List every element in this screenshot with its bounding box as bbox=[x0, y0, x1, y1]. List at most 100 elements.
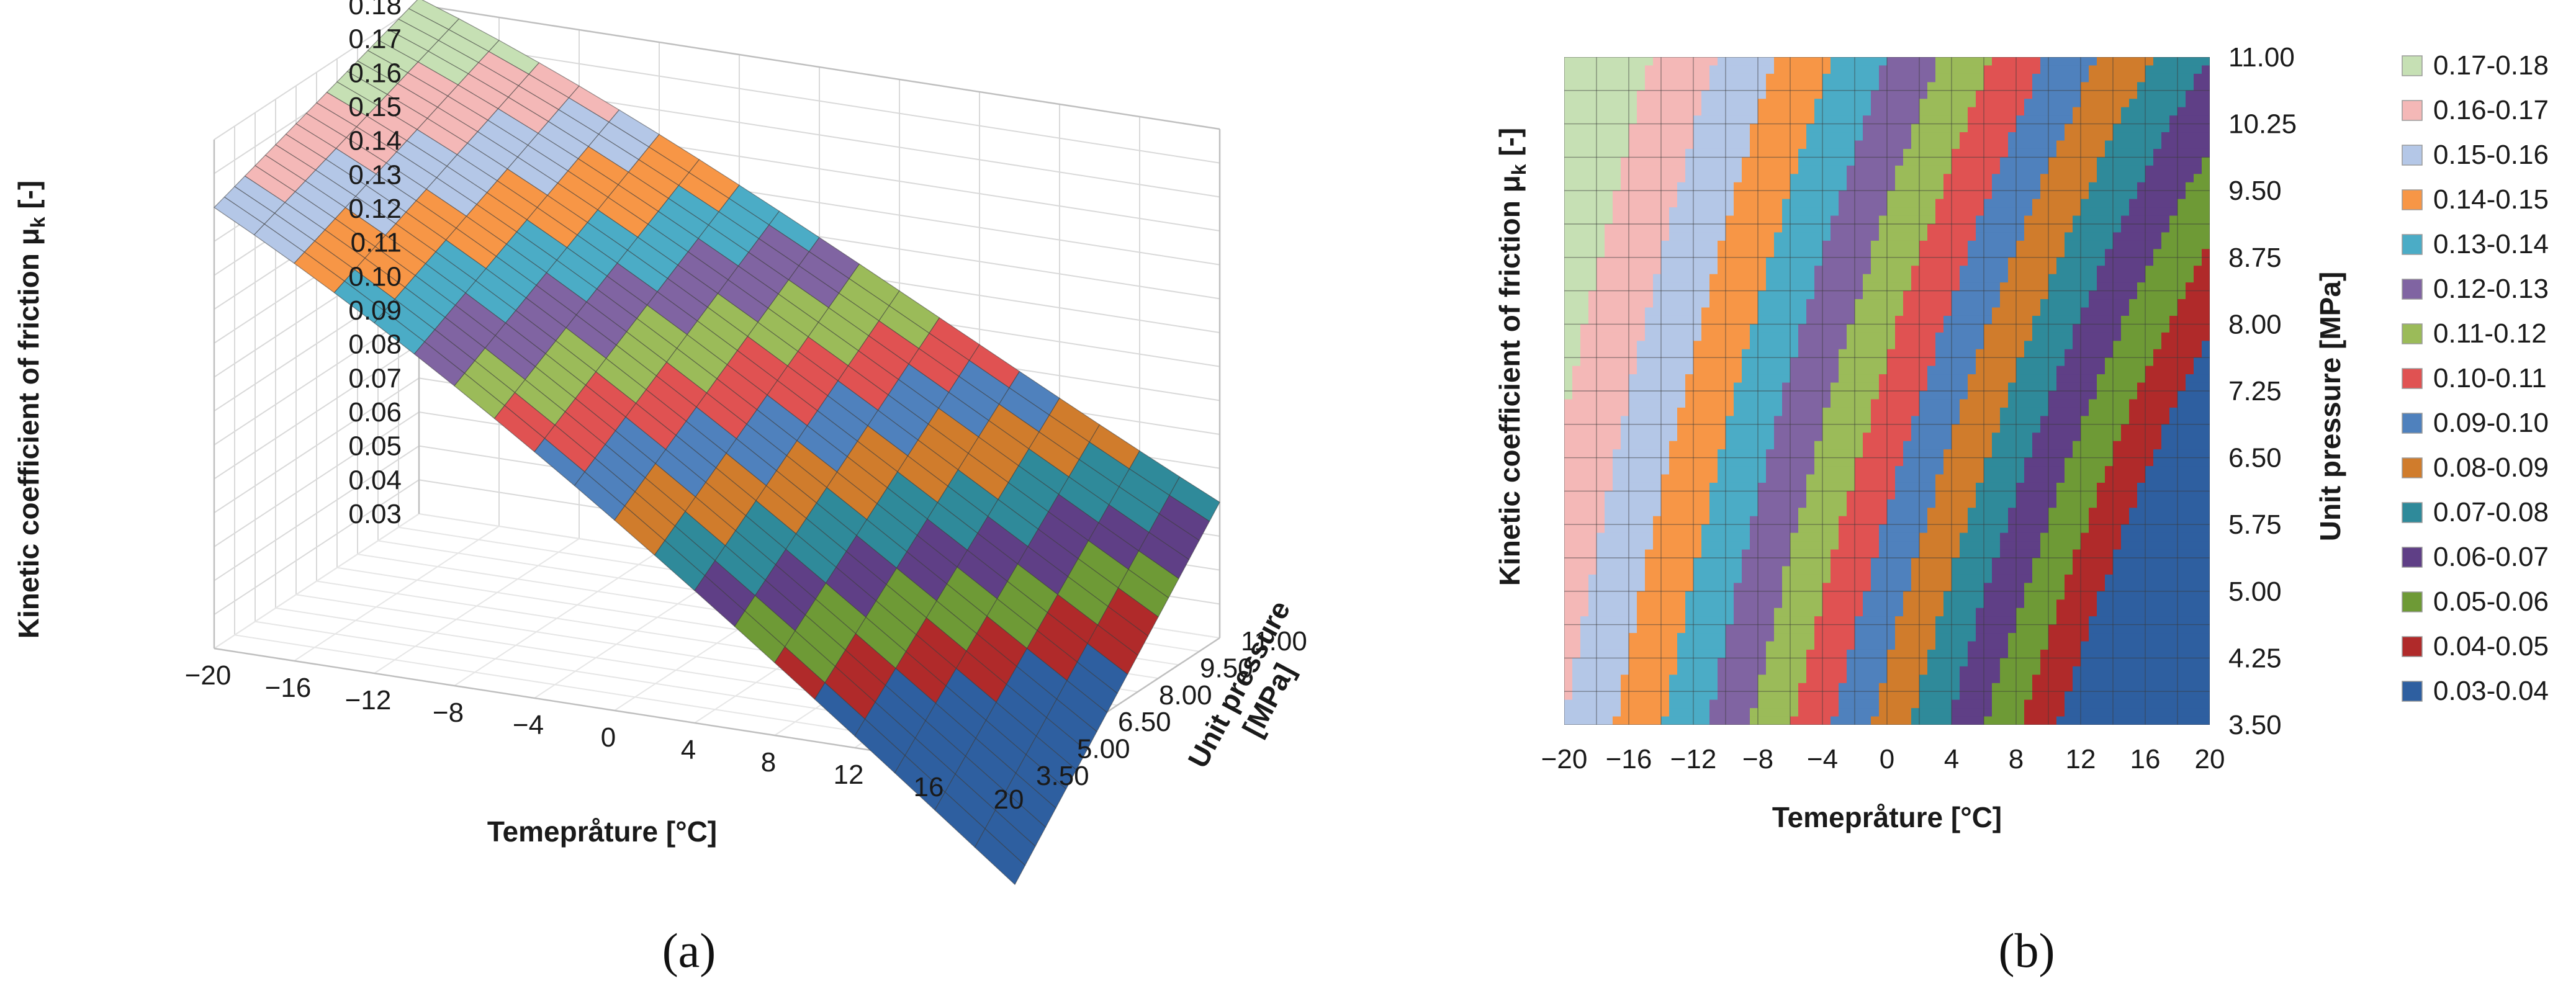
contour-cell bbox=[1677, 282, 1686, 292]
contour-cell bbox=[1871, 633, 1880, 642]
contour-cell bbox=[1992, 332, 2001, 341]
contour-cell bbox=[1814, 266, 1823, 275]
contour-cell bbox=[1968, 232, 1976, 241]
contour-cell bbox=[1766, 165, 1775, 174]
contour-cell bbox=[1814, 549, 1823, 558]
contour-cell bbox=[1927, 658, 1936, 667]
contour-cell bbox=[1726, 123, 1734, 133]
contour-cell bbox=[2000, 224, 2009, 233]
contour-cell bbox=[1653, 182, 1662, 191]
contour-cell bbox=[1605, 399, 1613, 408]
contour-cell bbox=[1645, 591, 1654, 600]
contour-cell bbox=[1968, 541, 1976, 550]
contour-cell bbox=[1782, 407, 1791, 416]
contour-cell bbox=[1903, 424, 1912, 433]
contour-cell bbox=[1718, 123, 1726, 133]
contour-cell bbox=[1596, 123, 1605, 133]
contour-cell bbox=[1855, 249, 1863, 258]
contour-cell bbox=[1693, 249, 1702, 258]
contour-cell bbox=[1855, 357, 1863, 367]
contour-cell bbox=[1645, 99, 1654, 108]
contour-cell bbox=[1927, 115, 1936, 125]
contour-cell bbox=[1693, 558, 1702, 567]
contour-cell bbox=[1822, 666, 1831, 675]
contour-cell bbox=[1726, 365, 1734, 375]
contour-cell bbox=[1782, 57, 1791, 66]
contour-cell bbox=[1613, 491, 1621, 500]
contour-cell bbox=[1895, 174, 1904, 183]
contour-cell bbox=[1766, 73, 1775, 83]
contour-cell bbox=[1855, 541, 1863, 550]
contour-cell bbox=[1976, 466, 1984, 475]
contour-cell bbox=[1822, 599, 1831, 609]
contour-cell bbox=[1831, 474, 1839, 483]
contour-cell bbox=[1960, 491, 1968, 500]
contour-cell bbox=[1887, 99, 1896, 108]
contour-cell bbox=[1831, 215, 1839, 225]
contour-cell bbox=[1645, 641, 1654, 650]
contour-cell bbox=[1822, 374, 1831, 383]
contour-cell bbox=[1605, 224, 1613, 233]
contour-cell bbox=[1935, 341, 1944, 350]
contour-cell bbox=[1669, 174, 1678, 183]
contour-cell bbox=[1911, 73, 1920, 83]
contour-cell bbox=[1588, 191, 1597, 200]
contour-cell bbox=[1968, 99, 1976, 108]
contour-cell bbox=[1911, 182, 1920, 191]
contour-cell bbox=[1734, 532, 1742, 542]
contour-cell bbox=[1976, 541, 1984, 550]
contour-cell bbox=[1596, 541, 1605, 550]
contour-cell bbox=[1782, 82, 1791, 91]
contour-cell bbox=[1734, 633, 1742, 642]
contour-cell bbox=[1572, 433, 1581, 442]
contour-cell bbox=[1782, 508, 1791, 517]
contour-cell bbox=[1806, 574, 1815, 583]
contour-cell bbox=[1758, 115, 1767, 125]
contour-cell bbox=[1822, 90, 1831, 99]
contour-cell bbox=[1863, 666, 1871, 675]
contour-cell bbox=[1943, 683, 1952, 692]
contour-cell bbox=[1621, 157, 1629, 166]
contour-cell bbox=[1580, 349, 1589, 358]
contour-cell bbox=[1927, 491, 1936, 500]
contour-cell bbox=[1766, 332, 1775, 341]
x-axis-ticks: −20 −16 −12 −8 −4 0 4 8 12 16 20 bbox=[185, 660, 1024, 815]
contour-cell bbox=[1629, 349, 1637, 358]
contour-cell bbox=[1621, 240, 1629, 249]
contour-cell bbox=[1596, 191, 1605, 200]
contour-cell bbox=[1645, 157, 1654, 166]
contour-cell bbox=[1976, 391, 1984, 400]
contour-cell bbox=[1839, 282, 1847, 292]
contour-cell bbox=[2000, 441, 2009, 450]
contour-cell bbox=[1935, 207, 1944, 217]
contour-cell bbox=[1952, 441, 1960, 450]
contour-cell bbox=[1661, 182, 1670, 191]
contour-cell bbox=[1887, 574, 1896, 583]
contour-cell bbox=[1677, 165, 1686, 174]
contour-cell bbox=[1814, 466, 1823, 475]
contour-cell bbox=[1863, 441, 1871, 450]
contour-cell bbox=[1718, 675, 1726, 684]
contour-cell bbox=[1782, 691, 1791, 701]
contour-cell bbox=[1806, 433, 1815, 442]
contour-cell bbox=[1709, 365, 1718, 375]
contour-cell bbox=[1960, 299, 1968, 308]
contour-cell bbox=[1605, 365, 1613, 375]
contour-cell bbox=[1742, 407, 1750, 416]
contour-cell bbox=[1661, 157, 1670, 166]
contour-cell bbox=[1976, 249, 1984, 258]
contour-cell bbox=[1790, 99, 1799, 108]
contour-cell bbox=[1758, 315, 1767, 325]
contour-cell bbox=[1831, 624, 1839, 634]
contour-cell bbox=[1758, 307, 1767, 316]
contour-cell bbox=[1621, 683, 1629, 692]
contour-cell bbox=[1976, 608, 1984, 617]
contour-cell bbox=[1605, 466, 1613, 475]
contour-cell bbox=[1847, 641, 1855, 650]
contour-cell bbox=[1750, 558, 1759, 567]
contour-cell bbox=[1661, 508, 1670, 517]
contour-cell bbox=[1855, 566, 1863, 575]
contour-cell bbox=[1766, 424, 1775, 433]
contour-cell bbox=[1596, 666, 1605, 675]
contour-cell bbox=[1887, 441, 1896, 450]
